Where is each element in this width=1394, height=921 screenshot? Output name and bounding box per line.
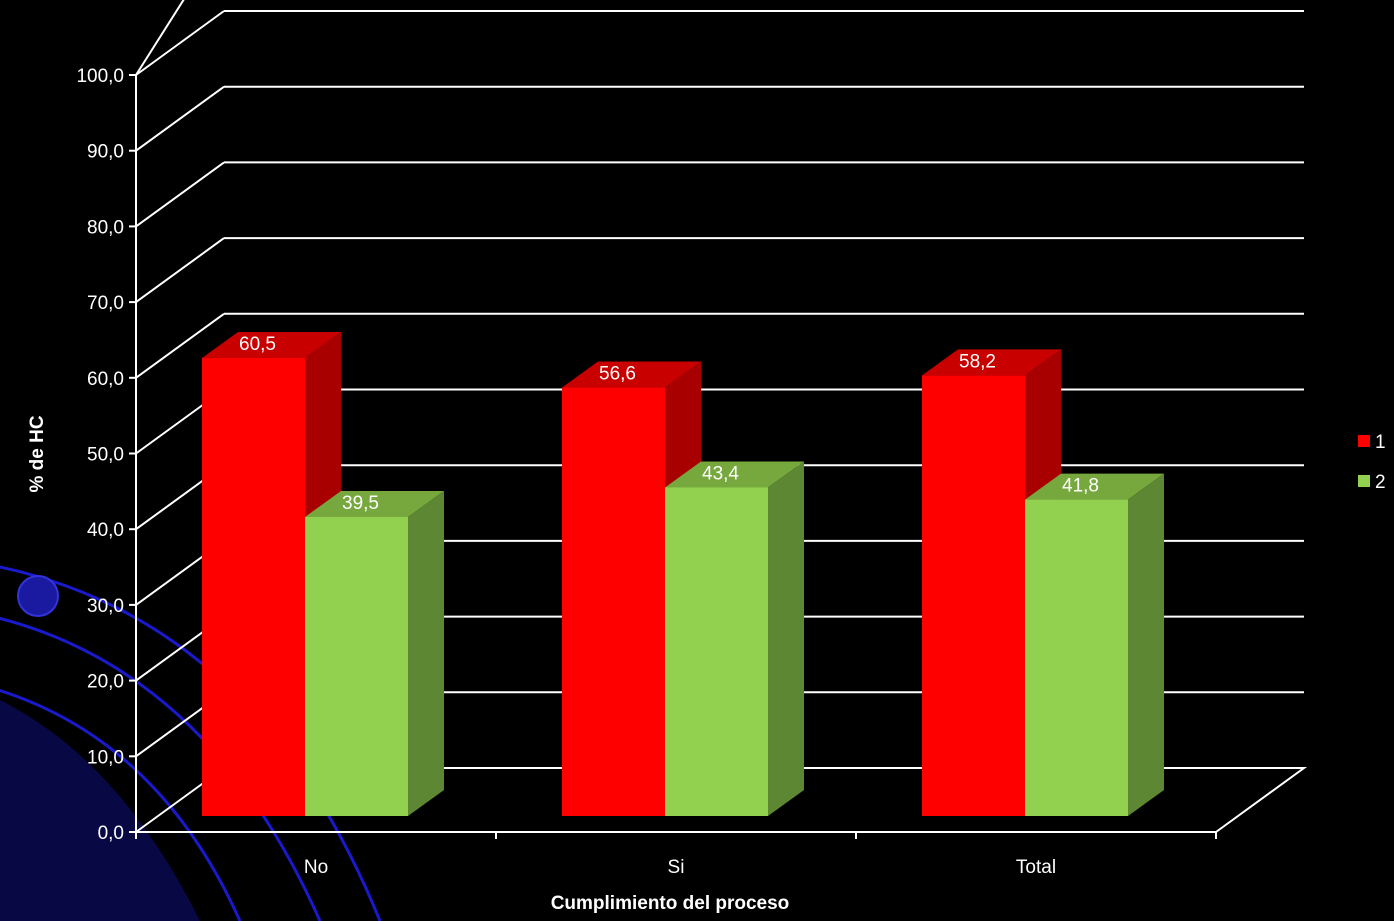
bar-front [562,387,665,816]
decor-arc [0,616,322,921]
bar-side [408,490,444,816]
y-tick-label: 50,0 [87,445,124,466]
legend: 12 [1358,432,1386,493]
y-axis-ticks: 0,0 10,0 20,0 30,0 40,0 50,0 60,0 70,0 80,0 90,0 1… [76,66,136,844]
bar-top [305,490,444,517]
data-label: 58,2 [959,351,996,372]
gridline-side [135,237,225,303]
bar-top [922,349,1061,376]
y-tick-label: 10,0 [87,747,124,768]
gridline-side [135,0,185,76]
legend-swatch [1358,475,1370,487]
data-label: 60,5 [239,334,276,355]
data-labels: 60,5 39,5 56,6 43,4 58,2 41,8 [239,334,1099,514]
bar-top [202,332,341,359]
bars [202,332,1164,816]
y-tick-label: 30,0 [87,596,124,617]
data-label: 43,4 [702,463,739,484]
bar-top [665,461,804,488]
x-tick-label: Si [668,857,685,878]
bar-side [1128,473,1164,816]
legend-label: 2 [1375,472,1386,493]
decor-glow [0,700,200,921]
x-axis-ticks: No Si Total [135,832,1217,878]
background-decoration [0,565,382,921]
gridline-side [135,85,225,152]
x-axis-title: Cumplimiento del proceso [551,893,790,914]
bar-top [1025,473,1164,500]
x-tick-label: Total [1016,857,1056,878]
y-tick-label: 0,0 [98,823,124,844]
decor-circle [17,575,59,617]
data-label: 39,5 [342,493,379,514]
y-tick-label: 100,0 [76,66,124,87]
gridline-side [135,312,225,379]
y-tick-label: 90,0 [87,142,124,163]
bar-front [202,358,305,816]
bar-top [562,361,701,388]
y-tick-label: 60,0 [87,369,124,390]
bar-front [922,375,1025,816]
decor-arc [0,689,242,921]
y-tick-label: 70,0 [87,293,124,314]
y-tick-label: 80,0 [87,217,124,238]
bar [305,490,444,816]
legend-swatch [1358,435,1370,447]
bar [1025,473,1164,816]
bar-front [665,487,768,816]
gridline-side [135,10,225,76]
gridline-side [135,161,225,228]
bar [665,461,804,816]
bar-side [768,461,804,816]
data-label: 41,8 [1062,476,1099,497]
data-label: 56,6 [599,364,636,385]
y-tick-label: 20,0 [87,672,124,693]
y-tick-label: 40,0 [87,520,124,541]
legend-label: 1 [1375,432,1386,453]
bar-front [305,516,408,816]
y-axis-title: % de HC [27,415,48,492]
x-tick-label: No [304,857,328,878]
bar-front [1025,499,1128,816]
